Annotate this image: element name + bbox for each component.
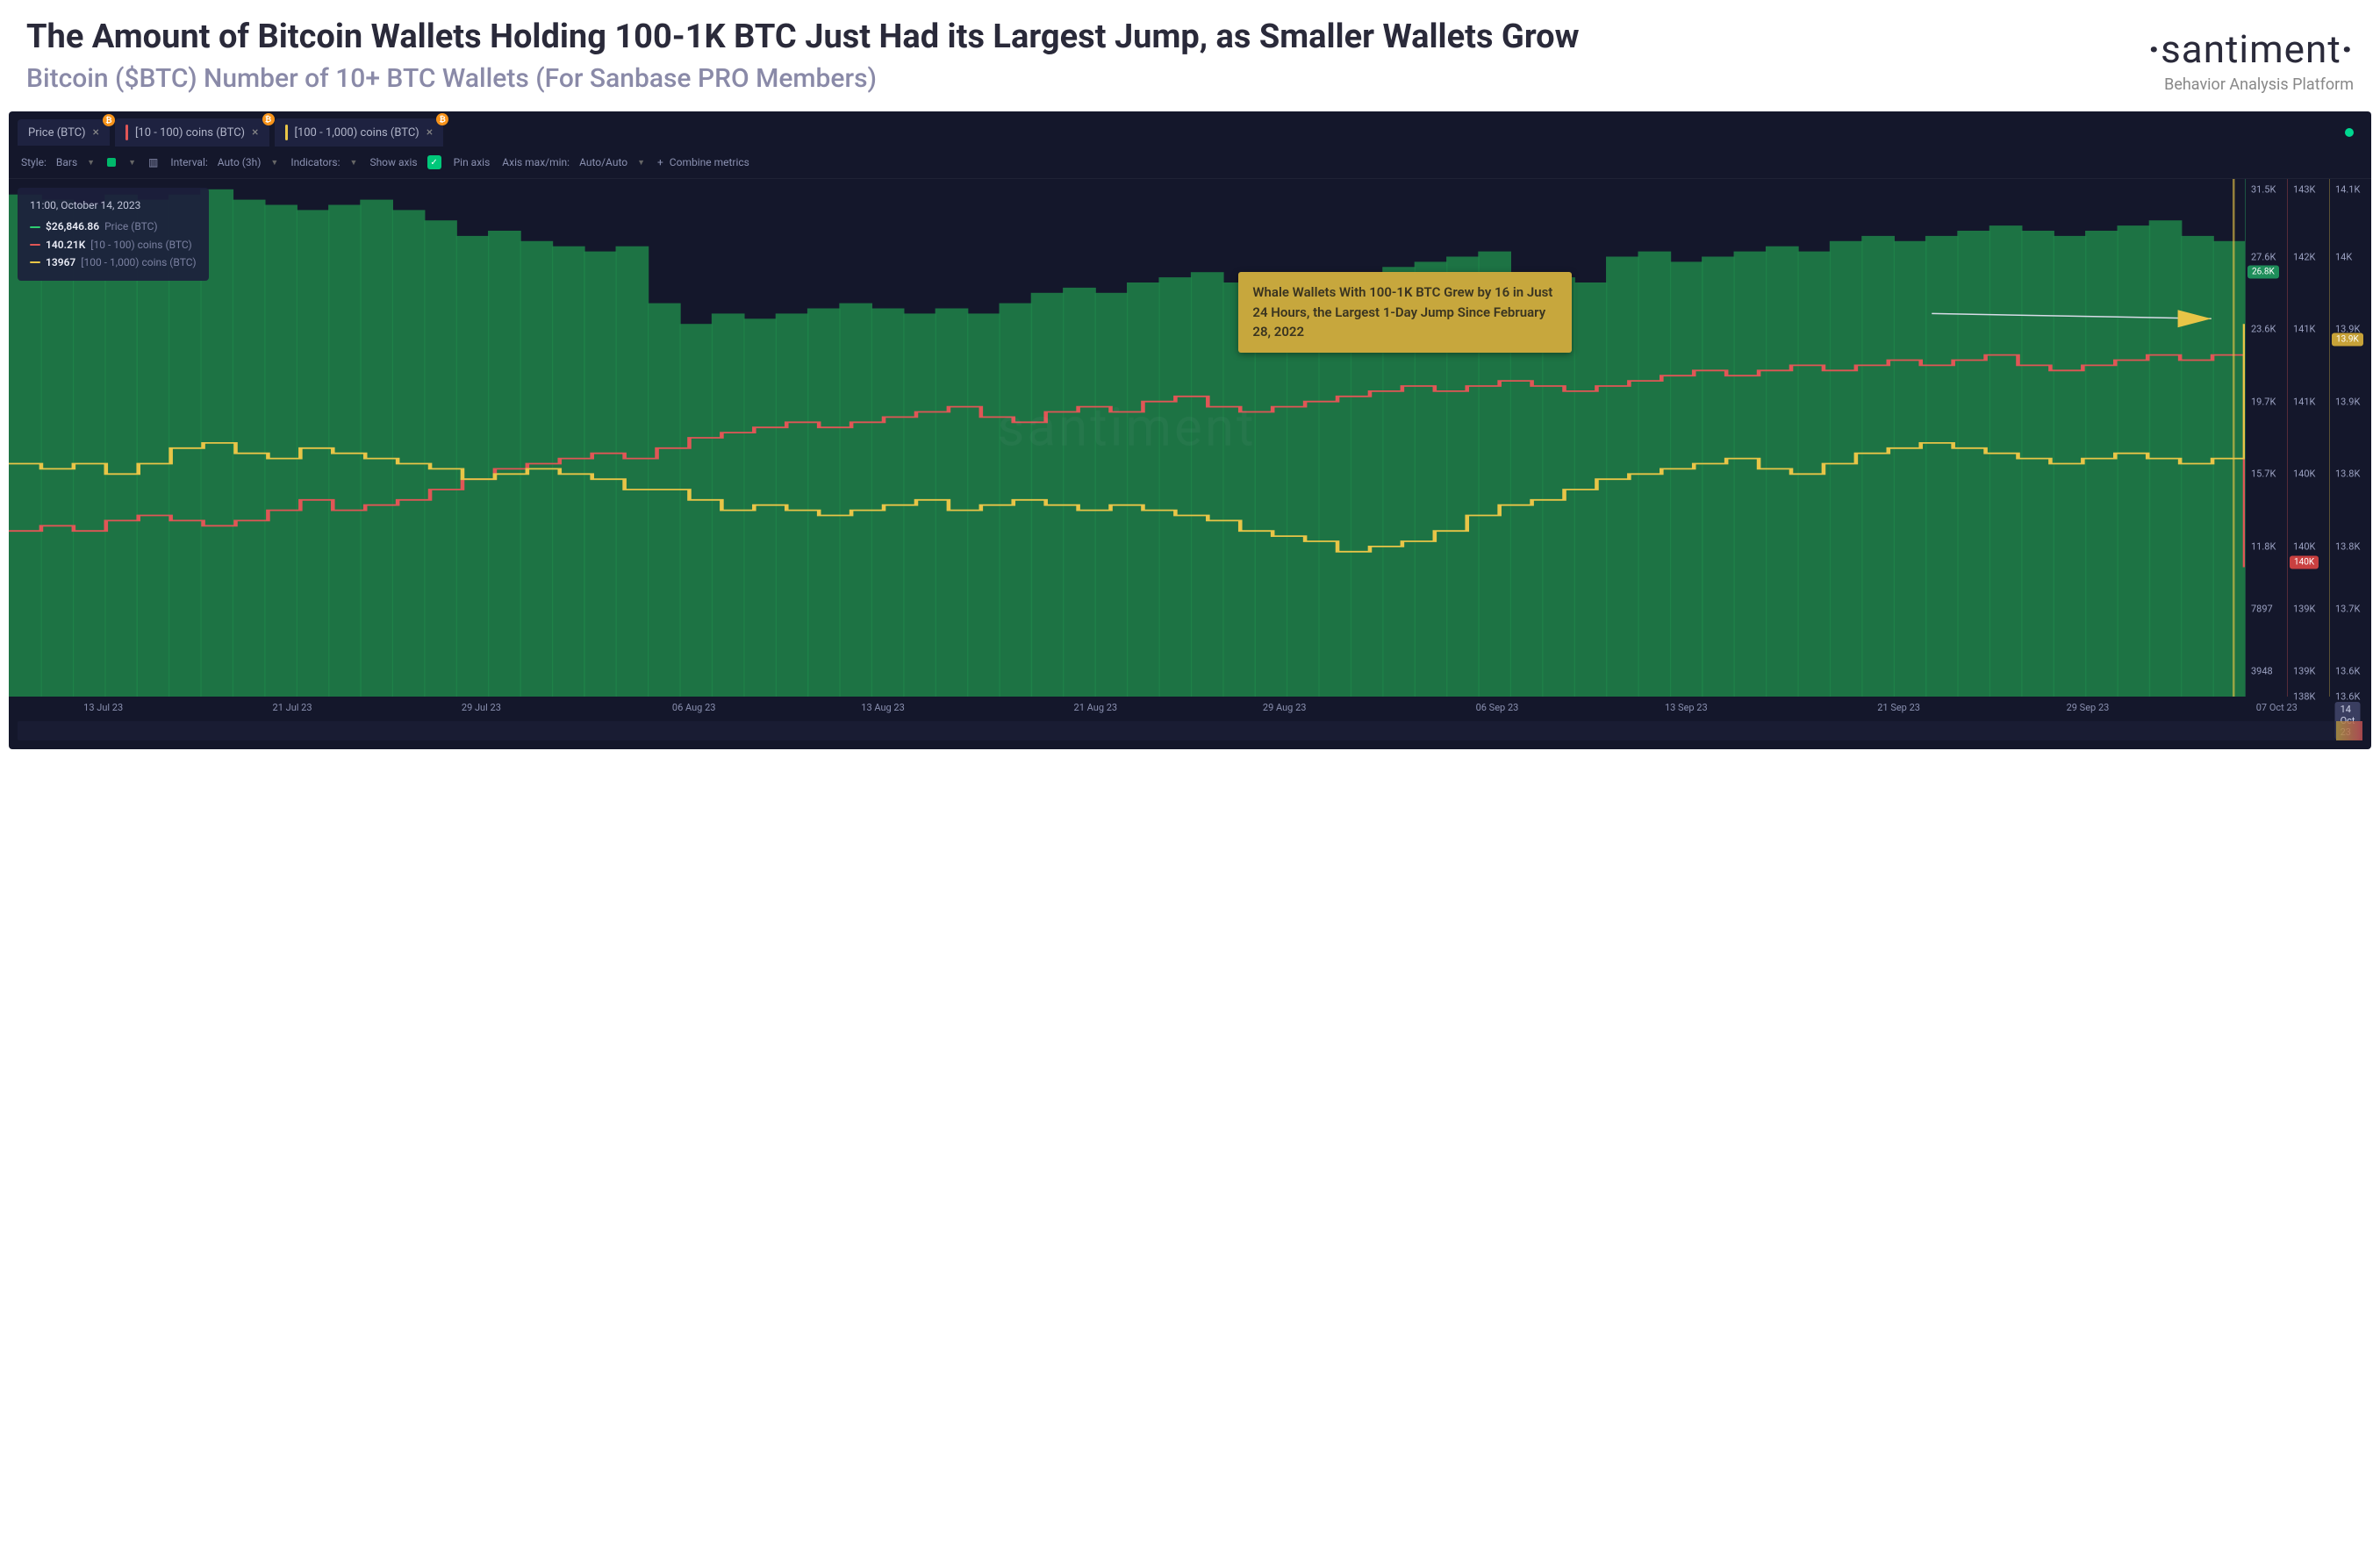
tab-label: [100 - 1,000) coins (BTC) [295,126,419,139]
tooltip-row: 13967 [100 - 1,000) coins (BTC) [30,254,197,271]
show-axis-toggle[interactable]: Show axis ✓ [369,155,441,169]
y-cursor-badge: 140K [2290,555,2319,568]
x-axis: 13 Jul 23 21 Jul 23 29 Jul 23 06 Aug 23 13 A… [9,697,2371,718]
tooltip-value: 140.21K [46,236,85,254]
metric-tab[interactable]: [100 - 1,000) coins (BTC)×₿ [275,118,444,147]
y-tick-label: 141K [2293,324,2315,335]
y-tick-label: 139K [2293,665,2315,676]
x-tick-label: 21 Sep 23 [1877,702,1920,713]
tooltip-row: $26,846.86 Price (BTC) [30,218,197,235]
y-tick-label: 13.8K [2335,540,2360,552]
chart-body: santiment 11:00, October 14, 2023 $26,84… [9,179,2371,697]
tab-stripe-icon [125,125,128,140]
y-axis: 14.1K14K13.9K13.9K13.8K13.8K13.7K13.6K13… [2329,179,2371,697]
y-cursor-badge: 13.9K [2332,333,2363,346]
annotation-callout: Whale Wallets With 100-1K BTC Grew by 16… [1238,272,1572,353]
series-dash-icon [30,261,40,263]
metric-tab[interactable]: Price (BTC)×₿ [18,119,110,146]
style-selector[interactable]: Style: Bars ▼ [21,156,95,168]
chart-panel: Price (BTC)×₿[10 - 100) coins (BTC)×₿[10… [9,111,2371,749]
y-tick-label: 27.6K [2251,251,2276,262]
brand-logo: ·santiment· [2148,26,2354,72]
color-swatch-icon[interactable] [107,158,116,167]
x-tick-label: 13 Aug 23 [861,702,905,713]
tooltip-label: [10 - 100) coins (BTC) [90,236,191,254]
tab-label: [10 - 100) coins (BTC) [135,126,245,139]
y-tick-label: 142K [2293,251,2315,262]
x-tick-label: 13 Jul 23 [83,702,123,713]
x-tick-label: 21 Jul 23 [273,702,312,713]
tooltip-label: Price (BTC) [104,218,157,235]
minimap-handle[interactable] [2336,721,2362,740]
interval-selector[interactable]: Interval: Auto (3h) ▼ [170,156,278,168]
pin-axis-toggle[interactable]: Pin axis [454,156,491,168]
x-tick-label: 06 Aug 23 [672,702,716,713]
y-axes-group: 31.5K 27.6K 23.6K 19.7K 15.7K 11.8K 7897 3948 26… [2245,179,2371,697]
header: The Amount of Bitcoin Wallets Holding 10… [0,0,2380,103]
tooltip-timestamp: 11:00, October 14, 2023 [30,197,197,214]
y-axis: 143K142K141K141K140K140K139K139K138K140K [2287,179,2329,697]
tooltip-value: $26,846.86 [46,218,99,235]
close-icon[interactable]: × [427,125,433,139]
y-tick-label: 139K [2293,603,2315,614]
y-tick-label: 13.8K [2335,468,2360,480]
series-dash-icon [30,226,40,228]
brand: ·santiment· Behavior Analysis Platform [2148,18,2354,94]
metric-tab[interactable]: [10 - 100) coins (BTC)×₿ [115,118,269,147]
y-tick-label: 13.6K [2335,665,2360,676]
brand-tagline: Behavior Analysis Platform [2148,75,2354,94]
combine-metrics-button[interactable]: + Combine metrics [657,156,749,168]
y-tick-label: 13.9K [2335,396,2360,407]
metric-tabs: Price (BTC)×₿[10 - 100) coins (BTC)×₿[10… [9,111,2371,147]
y-tick-label: 14K [2335,251,2352,262]
chevron-down-icon[interactable]: ▼ [128,158,136,168]
bitcoin-badge-icon: ₿ [103,114,115,126]
tooltip-row: 140.21K [10 - 100) coins (BTC) [30,236,197,254]
y-tick-label: 19.7K [2251,396,2276,407]
tooltip-label: [100 - 1,000) coins (BTC) [81,254,196,271]
series-dash-icon [30,244,40,246]
tab-stripe-icon [285,125,288,140]
x-tick-label: 29 Aug 23 [1263,702,1307,713]
minimap[interactable] [18,721,2362,740]
page-subtitle: Bitcoin ($BTC) Number of 10+ BTC Wallets… [26,63,2148,94]
tooltip-value: 13967 [46,254,75,271]
bitcoin-badge-icon: ₿ [262,113,275,125]
hover-tooltip: 11:00, October 14, 2023 $26,846.86 Price … [18,188,209,281]
bar-mode-icon[interactable]: ▥ [148,156,158,168]
y-axis: 31.5K 27.6K 23.6K 19.7K 15.7K 11.8K 7897 3948 26… [2245,179,2287,697]
plot-area[interactable]: santiment 11:00, October 14, 2023 $26,84… [9,179,2245,697]
status-indicator-icon [2345,128,2354,137]
y-tick-label: 7897 [2251,603,2273,614]
y-tick-label: 140K [2293,468,2315,480]
y-tick-label: 23.6K [2251,324,2276,335]
y-tick-label: 14.1K [2335,183,2360,195]
header-text: The Amount of Bitcoin Wallets Holding 10… [26,18,2148,94]
x-tick-label: 07 Oct 23 [2256,702,2298,713]
axis-minmax-selector[interactable]: Axis max/min: Auto/Auto ▼ [502,156,645,168]
tab-label: Price (BTC) [28,126,85,139]
chart-svg [9,179,2245,697]
y-tick-label: 11.8K [2251,540,2276,552]
y-tick-label: 141K [2293,396,2315,407]
indicators-selector[interactable]: Indicators: ▼ [290,156,357,168]
y-tick-label: 143K [2293,183,2315,195]
x-tick-label: 29 Jul 23 [462,702,501,713]
x-tick-label: 21 Aug 23 [1074,702,1118,713]
chart-toolbar: Style: Bars ▼ ▼ ▥ Interval: Auto (3h) ▼ … [9,147,2371,179]
x-tick-label: 06 Sep 23 [1476,702,1519,713]
close-icon[interactable]: × [252,125,258,139]
page-title: The Amount of Bitcoin Wallets Holding 10… [26,18,2148,58]
x-tick-label: 13 Sep 23 [1665,702,1708,713]
y-tick-label: 3948 [2251,665,2273,676]
y-tick-label: 140K [2293,540,2315,552]
close-icon[interactable]: × [92,125,98,139]
y-cursor-badge: 26.8K [2247,266,2279,279]
y-tick-label: 13.7K [2335,603,2360,614]
x-tick-label: 29 Sep 23 [2067,702,2110,713]
y-tick-label: 15.7K [2251,468,2276,480]
bitcoin-badge-icon: ₿ [436,113,448,125]
y-tick-label: 31.5K [2251,183,2276,195]
